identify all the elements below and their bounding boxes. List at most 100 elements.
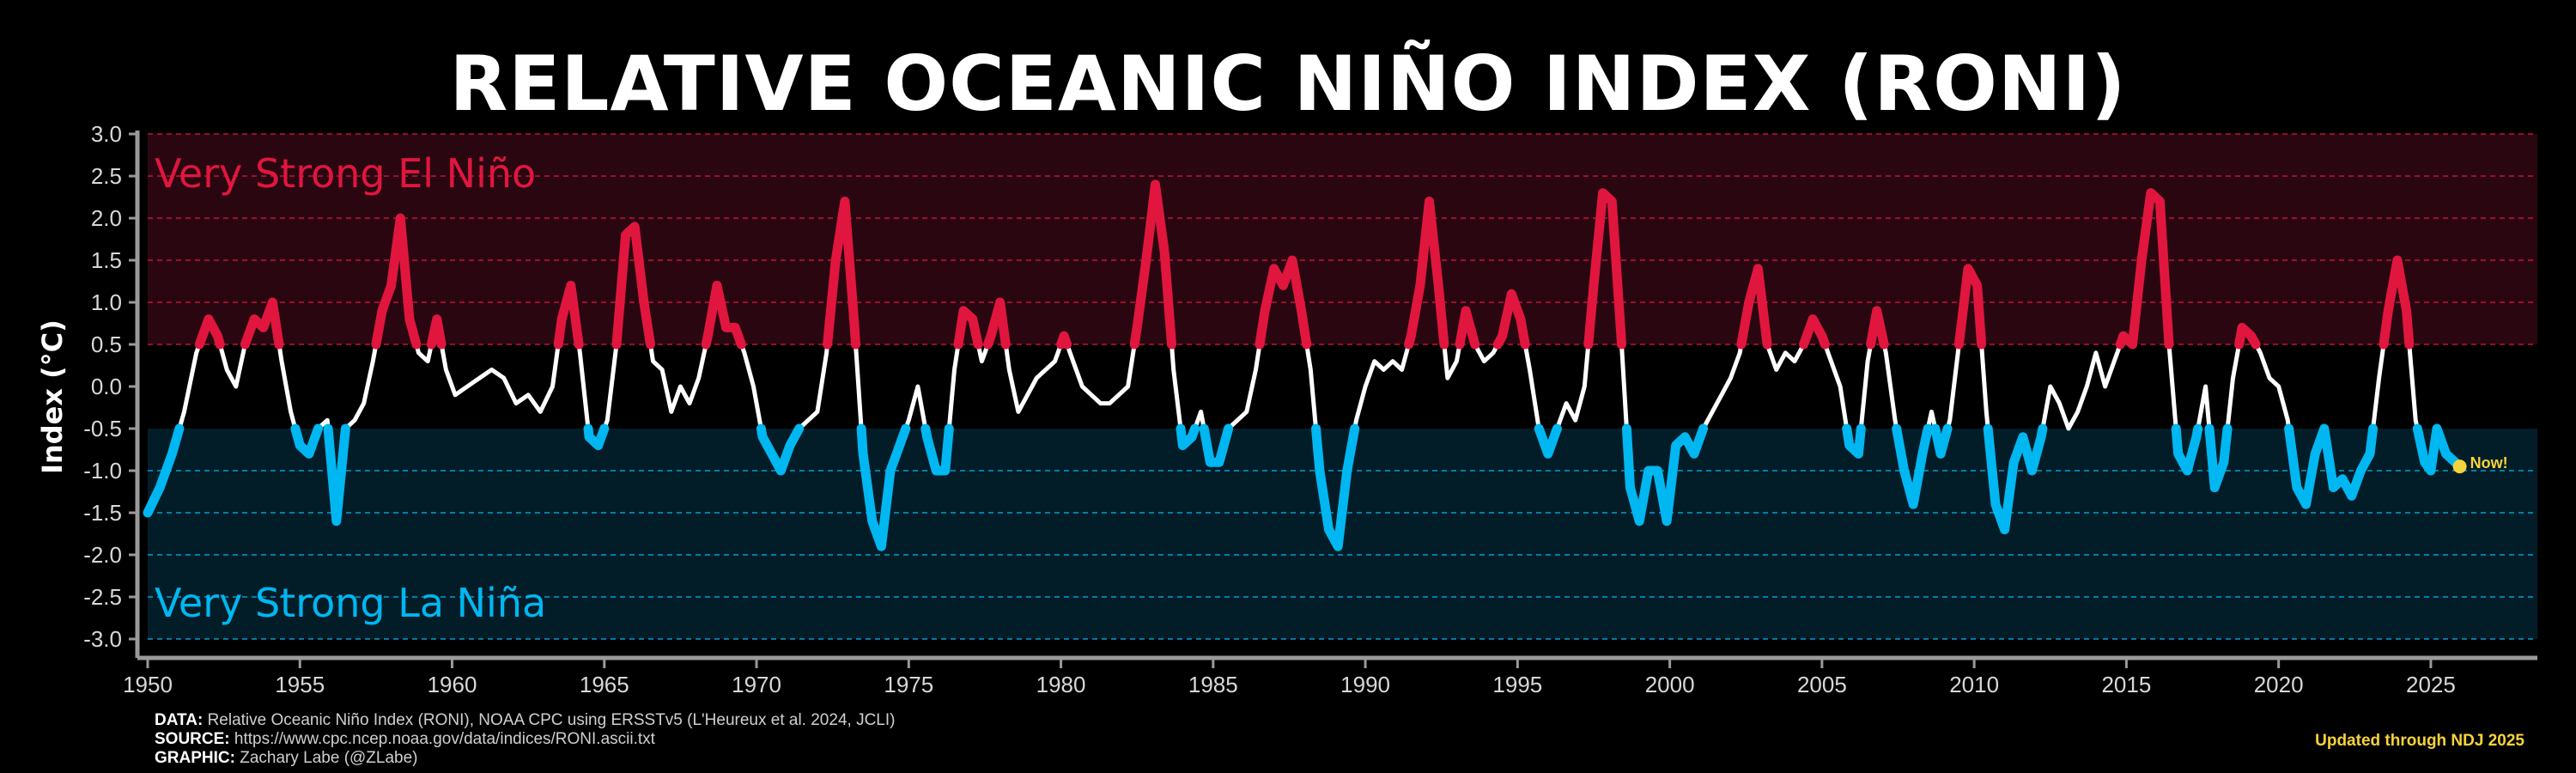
la-nina-segment <box>1534 423 1562 459</box>
neutral-segment <box>1701 342 1744 431</box>
x-tick-label: 1990 <box>1340 672 1390 697</box>
footer-data-line: DATA: Relative Oceanic Niño Index (RONI)… <box>155 711 895 730</box>
neutral-segment <box>1352 342 1412 431</box>
neutral-segment <box>738 342 763 431</box>
y-tick-label: -1.0 <box>83 458 122 484</box>
neutral-segment <box>1822 342 1850 431</box>
la-nina-segment <box>1983 423 2048 535</box>
footer-graphic-line: GRAPHIC: Zachary Labe (@ZLabe) <box>155 749 895 768</box>
el-nino-segment <box>1583 188 1626 350</box>
neutral-segment <box>2196 384 2212 431</box>
neutral-segment <box>602 342 619 431</box>
y-tick-label: 2.5 <box>91 163 122 189</box>
neutral-segment <box>946 342 961 431</box>
la-nina-segment <box>1176 423 1200 451</box>
y-tick-label: -0.5 <box>83 416 122 441</box>
el-nino-segment <box>371 213 422 350</box>
neutral-segment <box>2371 342 2386 431</box>
x-tick-label: 1960 <box>428 672 477 697</box>
series-line <box>143 180 2465 551</box>
el-nino-segment <box>1455 306 1480 350</box>
neutral-segment <box>2225 342 2242 431</box>
neutral-segment <box>1619 342 1629 431</box>
la-nina-segment <box>2204 423 2233 493</box>
neutral-segment <box>2040 342 2123 431</box>
footer-data-label: DATA: <box>155 711 204 729</box>
y-tick-label: -3.0 <box>83 626 122 652</box>
now-marker <box>2452 460 2467 474</box>
el-nino-segment <box>426 314 447 350</box>
x-tick-label: 1980 <box>1036 672 1086 697</box>
neutral-segment <box>1554 342 1591 431</box>
el-nino-segment <box>240 297 284 350</box>
el-nino-segment <box>983 297 1011 350</box>
neutral-segment <box>1881 342 1899 431</box>
now-label: Now! <box>2470 454 2508 472</box>
neutral-segment <box>177 342 202 431</box>
el-nino-segment <box>553 280 584 350</box>
tick-labels: 3.0 2.5 2.0 1.5 1.0 0.5 0.0 -0.5 -1.0 -1.5 -2.0 -2.… <box>83 121 2456 697</box>
neutral-segment <box>1226 342 1262 431</box>
footer-graphic-text: Zachary Labe (@ZLabe) <box>240 749 418 767</box>
neutral-segment <box>343 342 379 431</box>
neutral-segment <box>1945 342 1961 431</box>
x-tick-label: 2010 <box>1949 672 1999 697</box>
la-nina-segment <box>1842 423 1866 459</box>
el-nino-zone-label: Very Strong El Niño <box>155 150 536 197</box>
y-axis-label: Index (°C) <box>36 320 69 474</box>
y-tick-label: -2.5 <box>83 584 122 610</box>
la-nina-segment <box>2171 423 2203 476</box>
la-nina-segment <box>756 423 805 476</box>
la-nina-segment <box>1621 423 1709 526</box>
y-tick-label: 1.0 <box>91 289 122 315</box>
el-nino-segment <box>1404 196 1449 350</box>
el-nino-segment <box>611 222 655 350</box>
neutral-segment <box>2166 342 2178 431</box>
la-nina-zone-label: Very Strong La Niña <box>155 580 546 626</box>
neutral-segment <box>1858 342 1874 431</box>
la-nina-segment <box>323 423 350 526</box>
el-nino-segment <box>701 280 746 350</box>
neutral-segment <box>1193 409 1206 431</box>
x-tick-label: 2025 <box>2406 672 2456 697</box>
la-nina-segment <box>1311 423 1360 551</box>
y-tick-label: -2.0 <box>83 542 122 568</box>
x-tick-label: 2000 <box>1645 672 1695 697</box>
la-nina-segment <box>1892 423 1933 509</box>
neutral-segment <box>1522 342 1541 431</box>
el-nino-segment <box>2234 322 2261 350</box>
footer-data-text: Relative Oceanic Niño Index (RONI), NOAA… <box>207 711 896 729</box>
footer-credits: DATA: Relative Oceanic Niño Index (RONI)… <box>155 711 895 768</box>
el-nino-segment <box>1866 306 1889 350</box>
y-tick-label: 0.5 <box>91 332 122 357</box>
y-tick-label: 2.0 <box>91 205 122 231</box>
x-tick-label: 2015 <box>2101 672 2151 697</box>
footer-source-line: SOURCE: https://www.cpc.ncep.noaa.gov/da… <box>155 730 895 749</box>
el-nino-segment <box>2379 255 2415 350</box>
el-nino-segment <box>1492 289 1530 350</box>
neutral-segment <box>797 342 830 431</box>
y-tick-label: -1.5 <box>83 500 122 526</box>
y-tick-label: 0.0 <box>91 374 122 399</box>
la-nina-segment <box>1930 423 1953 459</box>
updated-note: Updated through NDJ 2025 <box>2315 732 2524 750</box>
el-nino-segment <box>823 196 860 350</box>
neutral-segment <box>1442 342 1462 380</box>
chart-title: RELATIVE OCEANIC NIÑO INDEX (RONI) <box>450 40 2127 128</box>
neutral-segment <box>854 342 864 431</box>
neutral-segment <box>1003 342 1064 414</box>
la-nina-segment <box>920 423 954 476</box>
footer-source-text: https://www.cpc.ncep.noaa.gov/data/indic… <box>234 730 655 748</box>
neutral-segment <box>1065 342 1137 406</box>
neutral-segment <box>1979 342 1990 431</box>
x-tick-label: 1985 <box>1188 672 1238 697</box>
neutral-segment <box>903 384 928 431</box>
footer-source-label: SOURCE: <box>155 730 230 748</box>
neutral-segment <box>975 342 990 364</box>
y-tick-label: 3.0 <box>91 121 122 147</box>
neutral-segment <box>276 342 298 431</box>
footer-graphic-label: GRAPHIC: <box>155 749 235 767</box>
el-nino-segment <box>2115 188 2174 350</box>
la-nina-segment <box>856 423 911 551</box>
